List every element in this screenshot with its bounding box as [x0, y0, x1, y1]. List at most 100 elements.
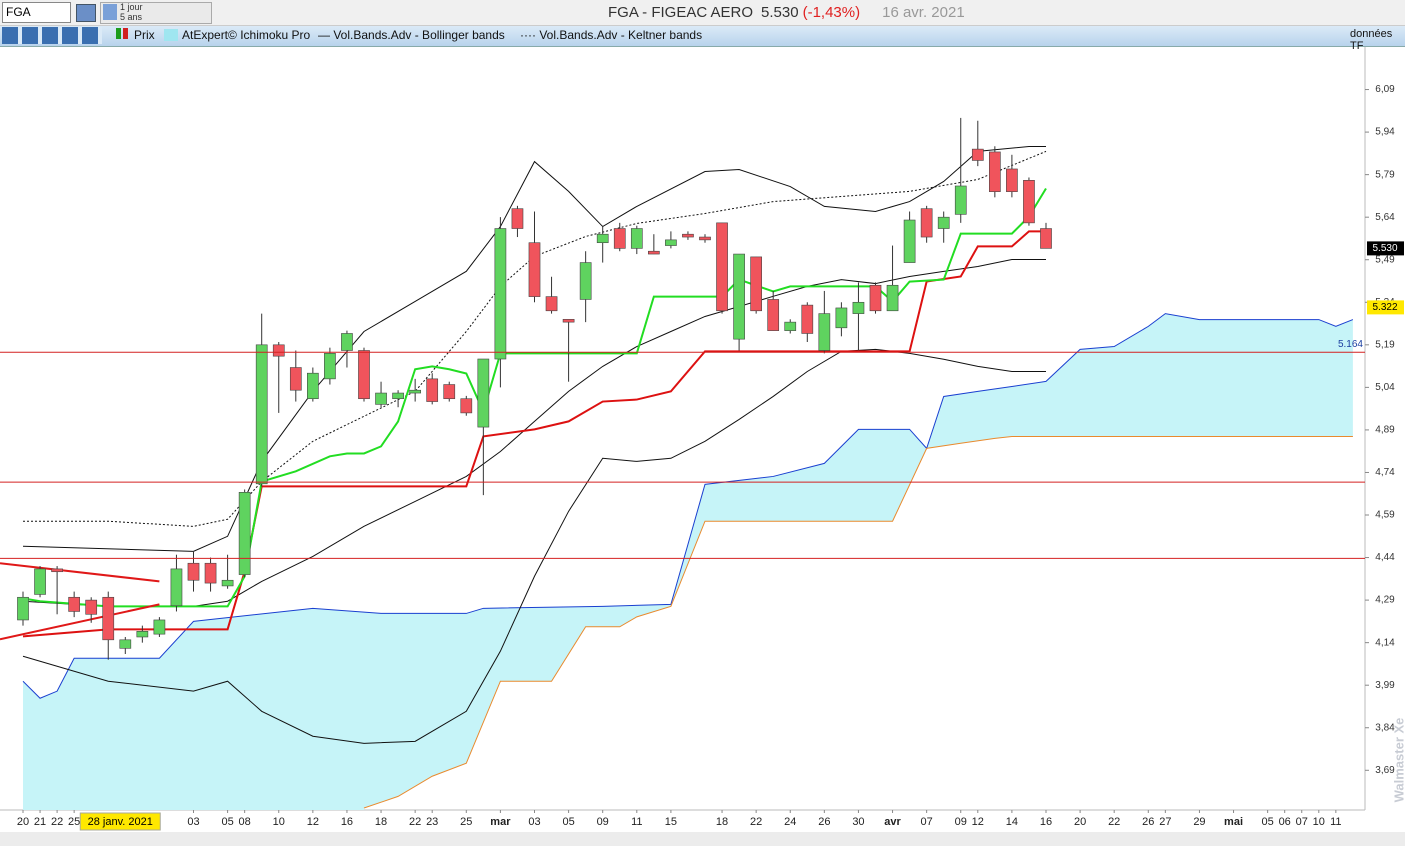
candle-body	[119, 639, 132, 649]
candle-body	[341, 333, 353, 351]
book-icon[interactable]	[76, 4, 96, 22]
x-tick-label: 22	[750, 816, 762, 828]
x-tick-label: 10	[273, 816, 285, 828]
candle-body	[1006, 168, 1018, 192]
data-note: données TF	[1350, 28, 1393, 52]
candle-body	[221, 579, 234, 587]
indicator-line	[22, 188, 1047, 608]
x-tick-label: 25	[460, 816, 472, 828]
price-tag-label: 5.530	[1372, 243, 1397, 254]
date: 16 avr. 2021	[882, 4, 965, 21]
x-tick-label: 26	[1142, 816, 1154, 828]
candle-body	[699, 236, 711, 241]
indicator-line	[22, 313, 1354, 699]
x-tick-label: 21	[34, 816, 46, 828]
x-tick-label: 26	[818, 816, 830, 828]
price-tag	[1367, 241, 1404, 256]
x-tick-label: 18	[375, 816, 387, 828]
tool-icons[interactable]	[2, 27, 102, 44]
candle-body	[818, 313, 831, 351]
y-tick-label: 4,59	[1375, 510, 1395, 521]
candle-body	[954, 185, 967, 215]
candle-body	[204, 562, 217, 584]
y-tick-label: 5,94	[1375, 127, 1395, 138]
legend-prix[interactable]: Prix	[116, 28, 155, 42]
title: FGA - FIGEAC AERO	[608, 4, 754, 21]
candle-body	[85, 599, 98, 615]
y-tick-label: 4,29	[1375, 595, 1395, 606]
x-tick-label: 03	[187, 816, 199, 828]
indicator-line	[22, 258, 1046, 607]
legend-keltner[interactable]: ···· Vol.Bands.Adv - Keltner bands	[520, 28, 703, 42]
x-tick-label: 11	[1330, 816, 1341, 828]
candle-body	[579, 262, 592, 300]
candle-body	[460, 398, 473, 414]
y-tick-label: 5,79	[1375, 169, 1395, 180]
candle-body	[528, 242, 541, 297]
x-tick-label: 05	[1262, 816, 1274, 828]
candle-body	[511, 208, 524, 229]
candle-body	[613, 228, 626, 249]
x-tick-label: 23	[426, 816, 438, 828]
x-tick-label: 15	[665, 816, 677, 828]
x-tick-label: 03	[528, 816, 540, 828]
watermark: Walmaster Xe	[1391, 718, 1405, 803]
x-tick-label: 27	[1159, 816, 1171, 828]
period-labels: 1 jour 5 ans	[120, 2, 143, 22]
candle-body	[443, 384, 456, 400]
candle-body	[238, 492, 251, 575]
x-tick-label: 12	[307, 816, 319, 828]
y-tick-label: 4,74	[1375, 467, 1395, 478]
top-toolbar: FGA 1 jour 5 ans FGA - FIGEAC AERO 5.530 (-…	[0, 0, 1405, 26]
indicator-line	[22, 348, 1046, 744]
candle-body	[716, 222, 728, 312]
change: (-1,43%)	[802, 4, 861, 21]
x-tick-label: 05	[221, 816, 233, 828]
x-tick-label: 18	[716, 816, 728, 828]
candle-body	[136, 631, 149, 638]
candle-body	[835, 307, 848, 329]
candle-body	[392, 392, 404, 400]
calendar-icon[interactable]	[103, 4, 117, 20]
x-tick-label: 22	[1108, 816, 1120, 828]
candle-body	[920, 208, 933, 238]
candle-body	[596, 233, 609, 244]
price-tag	[1367, 300, 1404, 315]
legend-ichimoku[interactable]: AtExpert© Ichimoku Pro	[164, 28, 310, 42]
candle-body	[1023, 180, 1035, 224]
y-tick-label: 5,49	[1375, 254, 1395, 265]
price-tag-label: 5.322	[1372, 302, 1397, 313]
x-tick-label: 11	[631, 816, 642, 828]
x-tick-label: 12	[972, 816, 984, 828]
x-tick-label: 16	[1040, 816, 1052, 828]
candle-body	[68, 596, 80, 612]
candle-body	[324, 353, 336, 380]
y-tick-label: 5,64	[1375, 212, 1395, 223]
candle-body	[562, 318, 575, 323]
y-tick-label: 4,14	[1375, 637, 1395, 648]
x-tick-label: 20	[17, 816, 29, 828]
candle-body	[102, 596, 115, 641]
y-tick-label: 5,19	[1375, 339, 1395, 350]
candle-body	[170, 568, 183, 607]
range: 5 ans	[120, 12, 143, 22]
cloud-fill	[23, 313, 1353, 810]
candle-body	[648, 250, 660, 255]
x-tick-label: 10	[1313, 816, 1325, 828]
x-tick-label: 08	[239, 816, 251, 828]
candle-body	[989, 151, 1001, 192]
candle-body	[750, 256, 762, 312]
candle-body	[477, 358, 490, 428]
candle-body	[34, 568, 46, 595]
symbol-input[interactable]: FGA	[2, 2, 71, 23]
indicator-toolbar: Prix AtExpert© Ichimoku Pro — Vol.Bands.…	[0, 26, 1405, 52]
x-tick-label: 22	[51, 816, 63, 828]
x-tick-label: mai	[1224, 816, 1243, 828]
candle-body	[971, 148, 984, 161]
period: 1 jour	[120, 2, 143, 12]
legend-text: AtExpert© Ichimoku Pro	[182, 28, 311, 42]
period-select[interactable]	[100, 2, 212, 24]
legend-bollinger[interactable]: — Vol.Bands.Adv - Bollinger bands	[318, 28, 505, 42]
